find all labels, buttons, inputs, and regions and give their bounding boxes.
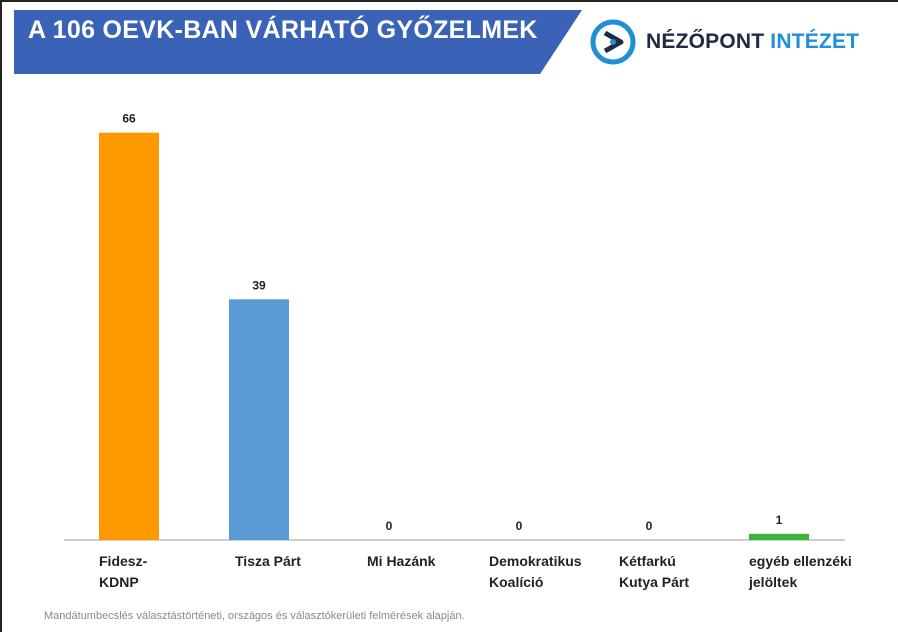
data-label: 66 (122, 112, 136, 126)
logo-word-nezopont: NÉZŐPONT (646, 30, 765, 53)
data-label: 39 (252, 278, 266, 292)
logo-word-intezet: INTÉZET (770, 30, 860, 53)
tick-label: Tisza Párt (235, 553, 301, 569)
tick-label: Fidesz- (99, 553, 148, 569)
tick-label: Demokratikus (489, 553, 582, 569)
data-label: 1 (776, 513, 783, 527)
page-title: A 106 OEVK-BAN VÁRHATÓ GYŐZELMEK (28, 16, 538, 44)
tick-label: Kutya Párt (619, 574, 689, 590)
nezopont-logo-icon (590, 19, 636, 65)
bar (749, 533, 809, 540)
tick-label: jelöltek (748, 574, 797, 590)
data-label: 0 (646, 519, 653, 533)
bar (229, 299, 289, 540)
footnote: Mandátumbecslés választástörténeti, orsz… (44, 610, 465, 622)
data-label: 0 (516, 519, 523, 533)
tick-label: egyéb ellenzéki (749, 553, 852, 569)
data-label: 0 (386, 519, 393, 533)
tick-label: KDNP (99, 574, 139, 590)
tick-label: Koalíció (489, 574, 543, 590)
title-banner (14, 10, 582, 74)
logo: NÉZŐPONT INTÉZET (590, 18, 859, 66)
bar (99, 132, 159, 540)
tick-label: Mi Hazánk (367, 553, 436, 569)
tick-label: Kétfarkú (619, 553, 676, 569)
